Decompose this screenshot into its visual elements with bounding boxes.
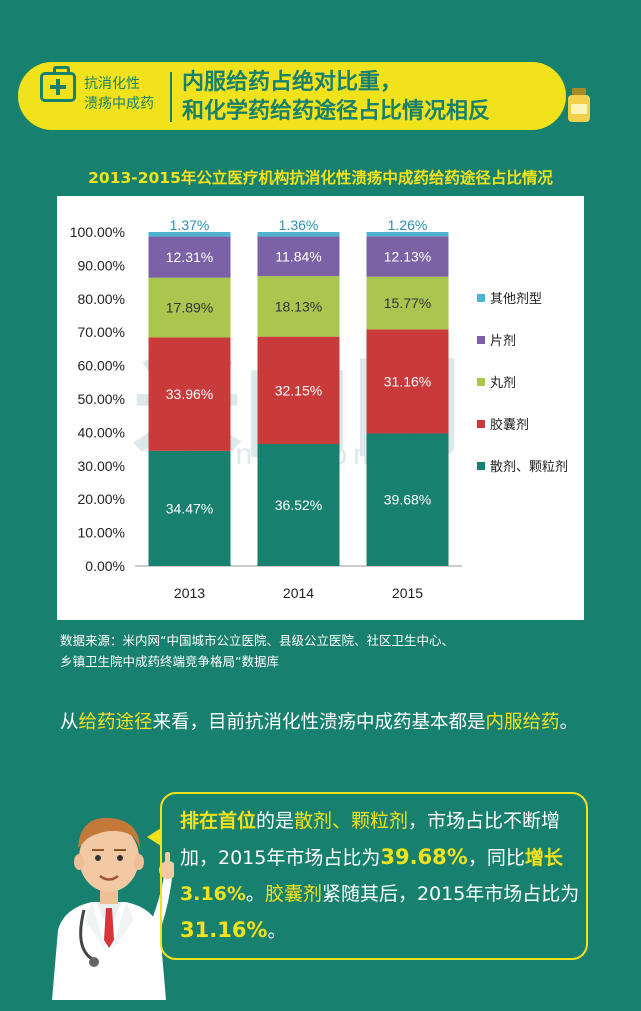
intro-paragraph: 从给药途径来看，目前抗消化性溃疡中成药基本都是内服给药。 — [60, 708, 600, 738]
bubble-plain: ，市场占比不断增加，2015年市场占比为 — [180, 810, 561, 869]
legend-swatch — [477, 420, 485, 428]
bubble-plain: 。 — [245, 883, 265, 905]
chart-panel: 米内网menet.com.cn 0.00%10.00%20.00%30.00%4… — [57, 196, 584, 620]
data-label: 12.13% — [384, 248, 431, 264]
bar-segment-2013-4 — [148, 232, 231, 237]
bar-segment-2014-2 — [257, 276, 340, 337]
legend-label: 其他剂型 — [490, 291, 542, 306]
bar-segment-2015-4 — [366, 232, 449, 237]
data-label: 36.52% — [275, 497, 322, 513]
bar-segment-2014-1 — [257, 336, 340, 445]
para-highlight-oral: 内服给药 — [485, 712, 560, 733]
para-text: 从 — [60, 712, 79, 733]
y-tick-label: 20.00% — [78, 491, 125, 507]
bar-segment-2013-2 — [148, 277, 231, 338]
para-text: 来看，目前抗消化性溃疡中成药基本都是 — [152, 712, 486, 733]
chart-title: 2013-2015年公立医疗机构抗消化性溃疡中成药给药途径占比情况 — [88, 169, 553, 187]
x-tick-label: 2013 — [174, 585, 205, 601]
tag-line-2: 溃疡中成药 — [84, 96, 154, 112]
data-source: 数据来源：米内网“中国城市公立医院、县级公立医院、社区卫生中心、 乡镇卫生院中成… — [60, 630, 454, 672]
bar-segment-2015-0 — [366, 433, 449, 566]
value-2015-powder: 39.68% — [380, 845, 468, 869]
legend-swatch — [477, 336, 485, 344]
legend-label: 丸剂 — [490, 375, 516, 390]
emph-capsule: 胶囊剂 — [264, 883, 322, 905]
bar-segment-2014-3 — [257, 236, 340, 277]
data-label: 1.36% — [279, 217, 319, 233]
data-label: 17.89% — [166, 300, 213, 316]
data-label: 11.84% — [275, 248, 321, 264]
para-highlight-route: 给药途径 — [78, 712, 153, 733]
source-line-1: 数据来源：米内网“中国城市公立医院、县级公立医院、社区卫生中心、 — [60, 633, 454, 648]
bar-segment-2014-0 — [257, 444, 340, 566]
headline-line-1: 内服给药占绝对比重， — [182, 70, 403, 95]
emph-first: 排在首位 — [180, 810, 257, 832]
bar-segment-2013-0 — [148, 450, 231, 566]
medicine-bottle-icon — [568, 88, 590, 122]
data-label: 1.26% — [388, 217, 428, 233]
y-tick-label: 0.00% — [85, 558, 125, 574]
data-label: 12.31% — [166, 249, 213, 265]
emph-powder: 散剂、颗粒剂 — [294, 810, 409, 832]
bubble-pointer — [147, 828, 161, 846]
legend-swatch — [477, 378, 485, 386]
data-label: 31.16% — [384, 373, 431, 389]
header-banner — [18, 62, 566, 130]
y-tick-label: 10.00% — [78, 525, 125, 541]
bar-segment-2014-4 — [257, 232, 340, 237]
x-tick-label: 2015 — [392, 585, 423, 601]
para-text: 。 — [559, 712, 579, 733]
stacked-bar-chart: 米内网menet.com.cn 0.00%10.00%20.00%30.00%4… — [70, 217, 568, 601]
bar-segment-2013-1 — [148, 337, 231, 451]
legend-swatch — [477, 462, 485, 470]
tag-line-1: 抗消化性 — [84, 76, 140, 92]
y-tick-label: 60.00% — [78, 358, 125, 374]
legend-label: 片剂 — [490, 333, 516, 348]
source-line-2: 乡镇卫生院中成药终端竞争格局”数据库 — [60, 654, 279, 669]
bar-segment-2015-3 — [366, 236, 449, 277]
legend-swatch — [477, 294, 485, 302]
doctor-illustration — [52, 817, 174, 1000]
legend-label: 胶囊剂 — [490, 417, 529, 432]
medical-kit-icon — [40, 66, 76, 102]
bubble-text: 排在首位的是散剂、颗粒剂，市场占比不断增加，2015年市场占比为39.68%，同… — [180, 803, 580, 949]
y-tick-label: 70.00% — [78, 324, 125, 340]
bubble-plain: 。 — [267, 920, 287, 942]
data-label: 15.77% — [384, 295, 431, 311]
headline: 内服给药占绝对比重， 和化学药给药途径占比情况相反 — [182, 68, 490, 126]
data-label: 18.13% — [275, 298, 322, 314]
y-tick-label: 50.00% — [78, 391, 125, 407]
banner-divider — [170, 72, 172, 122]
y-tick-label: 100.00% — [70, 224, 125, 240]
y-tick-label: 90.00% — [78, 257, 125, 273]
bubble-plain: 紧随其后，2015年市场占比为 — [321, 883, 580, 905]
bubble-plain: ，同比 — [467, 847, 525, 869]
legend-label: 散剂、颗粒剂 — [490, 459, 568, 474]
y-tick-label: 80.00% — [78, 291, 125, 307]
bubble-plain: 的是 — [256, 810, 295, 832]
bar-segment-2015-1 — [366, 329, 449, 434]
data-label: 1.37% — [170, 217, 210, 233]
data-label: 33.96% — [166, 386, 213, 402]
emph-growth: 增长3.16% — [180, 847, 563, 905]
data-label: 34.47% — [166, 500, 213, 516]
data-label: 39.68% — [384, 492, 431, 508]
data-label: 32.15% — [275, 382, 322, 398]
value-2015-capsule: 31.16% — [180, 918, 268, 942]
y-tick-label: 40.00% — [78, 424, 125, 440]
bar-segment-2013-3 — [148, 236, 231, 278]
speech-bubble — [160, 792, 588, 960]
category-tag: 抗消化性 溃疡中成药 — [84, 74, 154, 114]
bar-segment-2015-2 — [366, 276, 449, 330]
y-tick-label: 30.00% — [78, 458, 125, 474]
x-tick-label: 2014 — [283, 585, 314, 601]
headline-line-2: 和化学药给药途径占比情况相反 — [182, 99, 491, 124]
